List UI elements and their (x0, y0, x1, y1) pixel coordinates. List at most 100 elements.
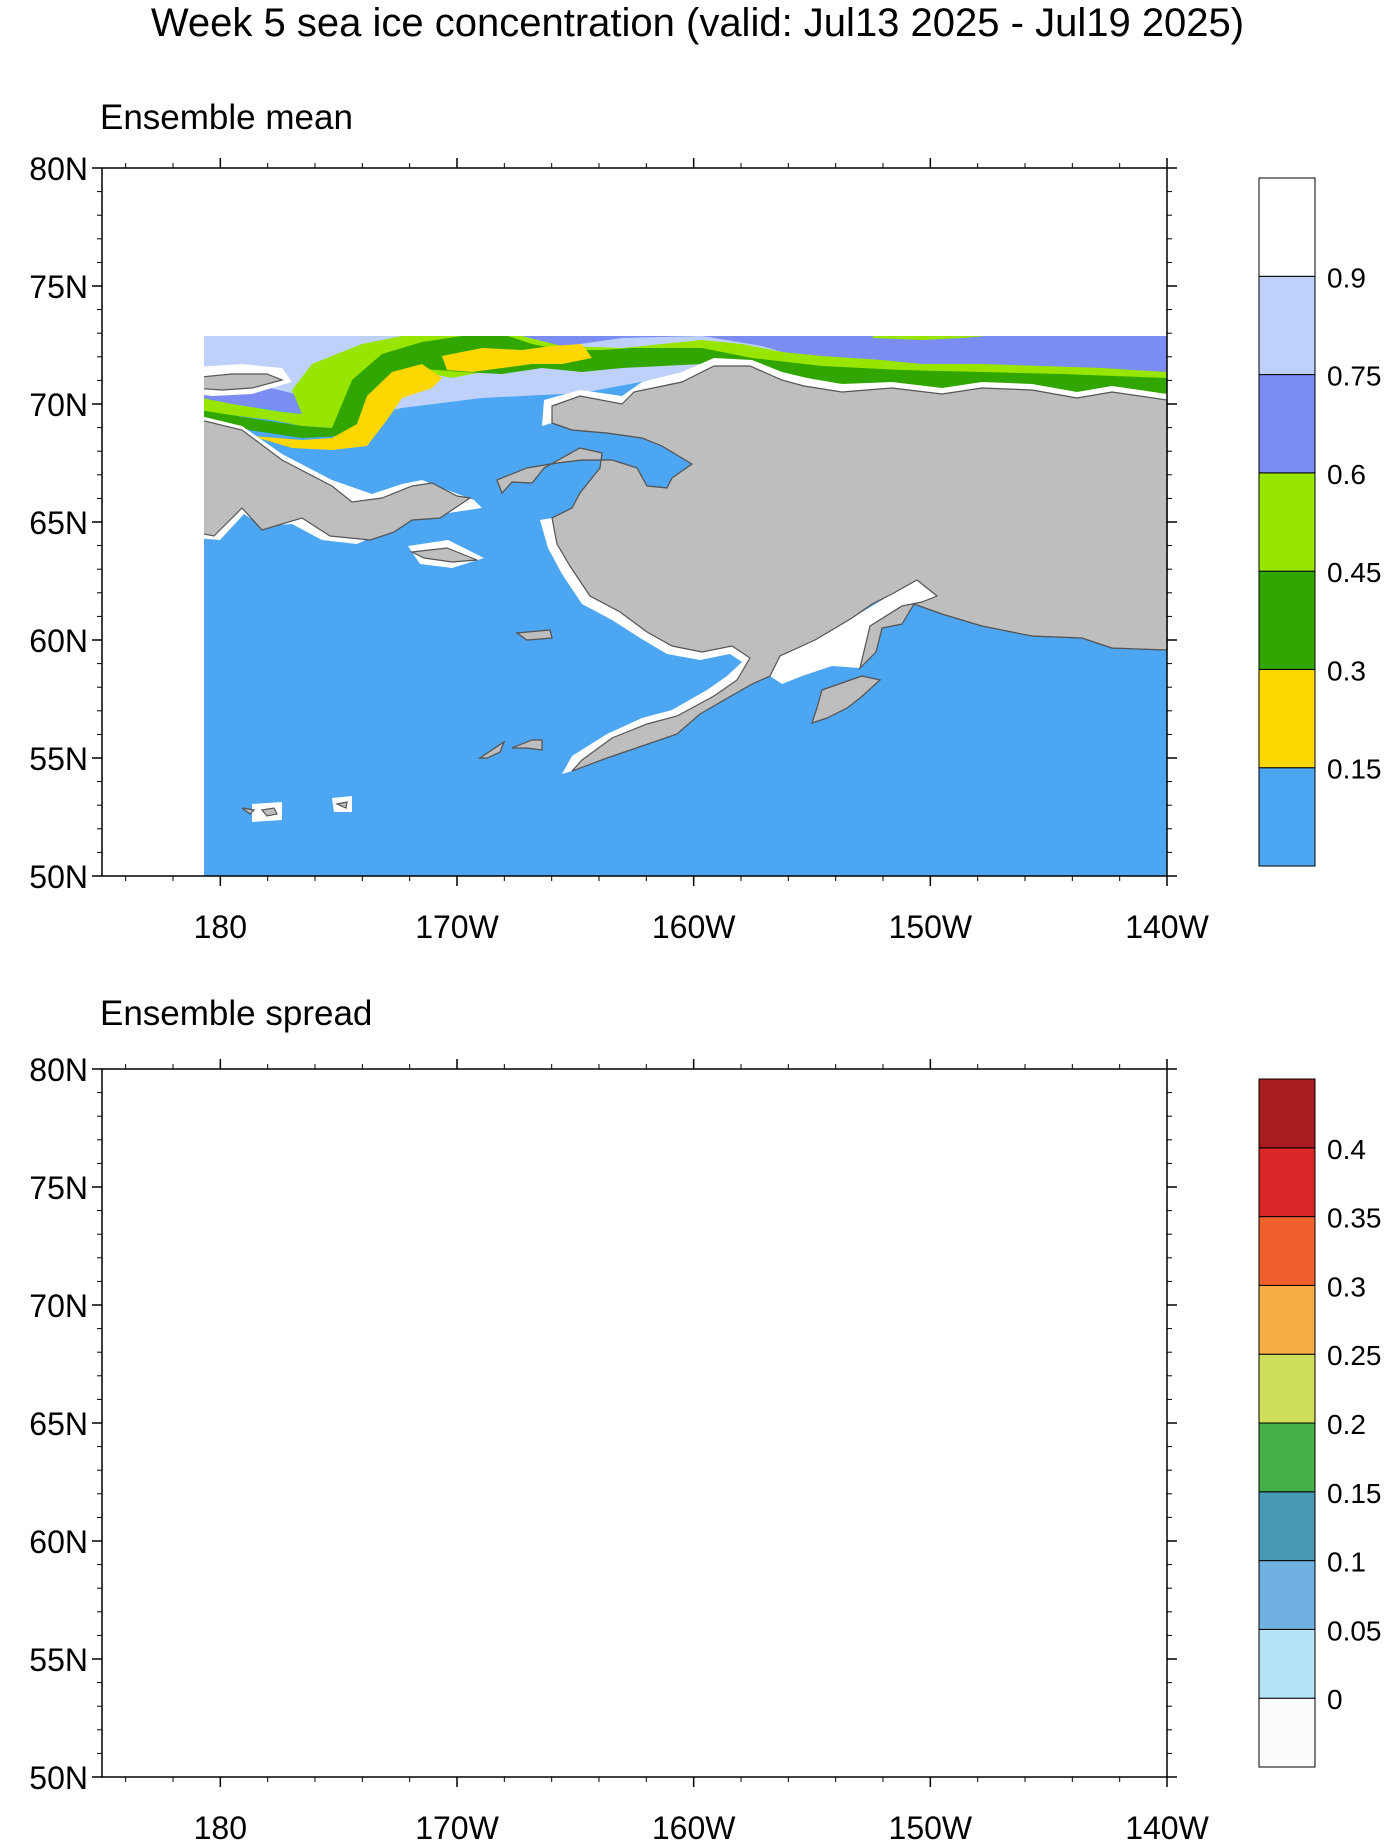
panel-title-mean: Ensemble mean (100, 98, 353, 137)
colorbar-swatch (1258, 1078, 1316, 1149)
colorbar-swatch (1258, 668, 1316, 769)
lat-tick-label: 75N (29, 269, 88, 305)
colorbar-label: 0.1 (1327, 1547, 1366, 1578)
mean-field (102, 168, 1168, 876)
colorbar-swatch (1258, 177, 1316, 277)
spread-band-0.15-0.2 (102, 1235, 1167, 1359)
colorbar-label: 0.75 (1327, 361, 1382, 392)
lat-tick-label: 80N (29, 1052, 88, 1088)
colorbar-swatch (1258, 1422, 1316, 1493)
spread-light-strait (342, 1297, 422, 1369)
spread-red-patch-2 (412, 1271, 492, 1295)
spread-colorbar: 0 0.05 0.1 0.15 0.2 0.25 0.3 0.35 0.4 (1258, 1078, 1382, 1768)
lon-tick-label: 150W (889, 1810, 973, 1846)
spread-band-0.25-0.3 (102, 1253, 377, 1343)
spread-band-0.1-0.15 (582, 1083, 1167, 1139)
mean-band-over-0.9 (102, 168, 1167, 294)
spread-band-over-0.4 (142, 1299, 292, 1321)
colorbar-label: 0.3 (1327, 655, 1366, 686)
panel-title-spread: Ensemble spread (100, 994, 373, 1033)
lon-tick-label: 150W (889, 909, 973, 945)
spread-light-patch-2 (122, 1181, 402, 1219)
spread-redorange-coast (542, 1271, 982, 1289)
lon-tick-label: 180 (194, 1810, 247, 1846)
lon-tick-label: 160W (652, 909, 736, 945)
colorbar-label: 0.45 (1327, 557, 1382, 588)
spread-teal-edge (102, 1227, 1167, 1301)
spread-band-0.05-0.1 (102, 1069, 1167, 1309)
colorbar-swatch (1258, 472, 1316, 572)
colorbar-label: 0.4 (1327, 1134, 1366, 1165)
mean-yellow-patch (442, 344, 592, 372)
colorbar-label: 0.35 (1327, 1203, 1382, 1234)
lon-tick-label: 170W (415, 1810, 499, 1846)
figure-title: Week 5 sea ice concentration (valid: Jul… (150, 1, 1245, 45)
lon-tick-label: 140W (1125, 909, 1209, 945)
spread-field (102, 1069, 1167, 1777)
lat-tick-label: 70N (29, 387, 88, 423)
colorbar-label: 0 (1327, 1684, 1343, 1715)
spread-darkred-patch (432, 1279, 470, 1293)
spread-orange-patch (382, 1251, 522, 1301)
lat-tick-label: 55N (29, 1642, 88, 1678)
spread-band-0.3-0.35 (102, 1259, 357, 1331)
colorbar-swatch (1258, 1353, 1316, 1424)
spread-red-patch-4 (802, 1281, 922, 1289)
spread-light-patch-3 (102, 1073, 462, 1103)
spread-orange-coast (522, 1263, 1102, 1291)
spread-teal-spots (162, 1147, 292, 1171)
mean-colorbar: 0.15 0.3 0.45 0.6 0.75 0.9 (1258, 177, 1382, 867)
spread-red-patch-1 (132, 1293, 322, 1327)
colorbar-swatch (1258, 1628, 1316, 1699)
lat-tick-label: 70N (29, 1288, 88, 1324)
spread-land (102, 1267, 1167, 1717)
lat-tick-label: 60N (29, 1524, 88, 1560)
colorbar-label: 0.15 (1327, 754, 1382, 785)
map-panel-spread: 80N 75N 70N 65N 60N 55N 50N 180 170W 160W 150W 140W… (29, 1052, 1381, 1846)
lat-tick-label: 75N (29, 1170, 88, 1206)
mean-white-patch (462, 292, 662, 324)
spread-green-streak (622, 1093, 1167, 1131)
mean-band-0.15-0.3 (252, 364, 442, 450)
spread-background (102, 1069, 1167, 1777)
lon-tick-label: 180 (194, 909, 247, 945)
colorbar-label: 0.2 (1327, 1409, 1366, 1440)
colorbar-swatch (1258, 275, 1316, 376)
mean-white-tongue (122, 243, 432, 320)
mean-coast-halo-west (204, 416, 482, 544)
colorbar-label: 0.15 (1327, 1478, 1382, 1509)
colorbar-swatch (1258, 374, 1316, 474)
colorbar-label: 0.25 (1327, 1340, 1382, 1371)
lat-tick-label: 60N (29, 623, 88, 659)
spread-white-wrangel (177, 1267, 272, 1289)
mean-axis-labels: 80N 75N 70N 65N 60N 55N 50N 180 170W 160W 150W 140W (29, 151, 1209, 945)
colorbar-label: 0.9 (1327, 262, 1366, 293)
lat-tick-label: 80N (29, 151, 88, 187)
lon-tick-label: 140W (1125, 1810, 1209, 1846)
colorbar-swatch (1258, 570, 1316, 670)
map-panel-mean: 80N 75N 70N 65N 60N 55N 50N 180 170W 160W 150W 140W… (29, 151, 1381, 945)
mean-coast-halo-southwest (540, 518, 750, 774)
colorbar-label: 0.6 (1327, 459, 1366, 490)
mean-axis-ticks (92, 158, 1177, 886)
spread-red-patch-3 (582, 1275, 742, 1283)
spread-plot-frame (101, 1068, 1168, 1778)
mean-green-blob (872, 336, 986, 340)
spread-band-0-0.05 (542, 1133, 1167, 1265)
spread-axis-ticks (92, 1059, 1177, 1787)
mean-halo-aleutians (252, 796, 352, 822)
colorbar-swatch (1258, 1147, 1316, 1218)
colorbar-label: 0.3 (1327, 1271, 1366, 1302)
colorbar-swatch (1258, 767, 1316, 867)
lon-tick-label: 160W (652, 1810, 736, 1846)
lat-tick-label: 65N (29, 505, 88, 541)
spread-light-patch-1 (102, 1127, 342, 1165)
colorbar-label: 0.05 (1327, 1615, 1382, 1646)
colorbar-swatch (1258, 1560, 1316, 1630)
lat-tick-label: 65N (29, 1406, 88, 1442)
colorbar-swatch (1258, 1216, 1316, 1286)
spread-band-0.2-0.25 (102, 1243, 1167, 1349)
spread-band-0.35-0.4 (122, 1263, 252, 1281)
lat-tick-label: 50N (29, 1760, 88, 1796)
